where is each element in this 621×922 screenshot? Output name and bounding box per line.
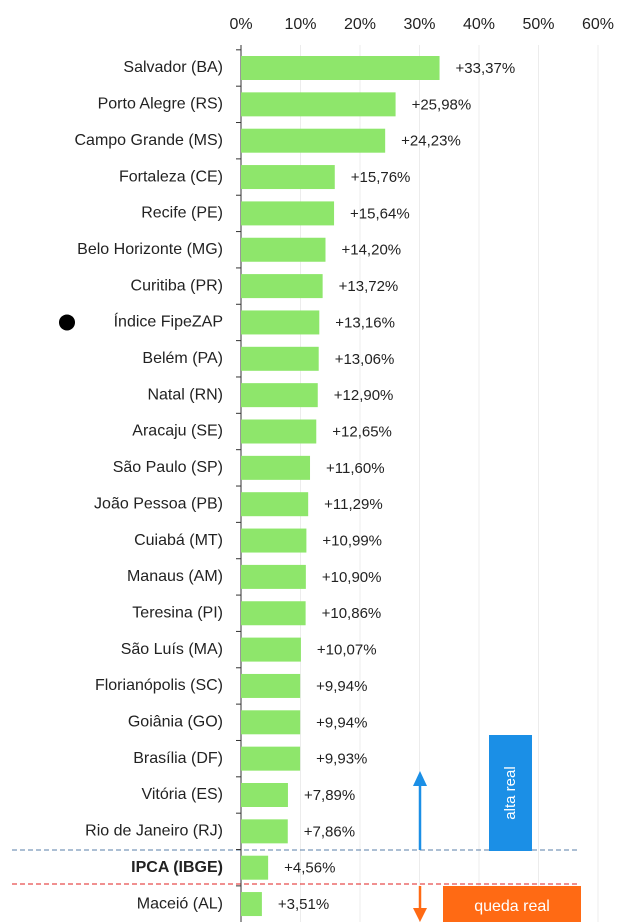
annotation: queda real	[474, 898, 550, 915]
y-tick-label: Porto Alegre (RS)	[98, 96, 223, 113]
bar	[241, 274, 323, 299]
value-label: +13,16%	[335, 314, 395, 331]
y-tick-label: Curitiba (PR)	[131, 277, 223, 294]
y-tick-label: Vitória (ES)	[141, 786, 223, 803]
bar	[241, 455, 311, 480]
y-tick-label: Aracaju (SE)	[132, 423, 223, 440]
x-tick-label: 0%	[229, 16, 252, 33]
y-tick-label: Maceió (AL)	[137, 895, 223, 912]
x-tick-label: 20%	[344, 16, 376, 33]
y-tick-label: Belo Horizonte (MG)	[77, 241, 223, 258]
y-tick-label: Goiânia (GO)	[128, 714, 223, 731]
y-tick-label: Natal (RN)	[147, 386, 223, 403]
bar	[241, 637, 301, 662]
y-tick-label: Rio de Janeiro (RJ)	[85, 823, 223, 840]
value-label: +9,93%	[316, 751, 367, 768]
value-label: +10,86%	[322, 605, 382, 622]
y-tick-label: IPCA (IBGE)	[131, 859, 223, 876]
value-label: +13,06%	[335, 351, 395, 368]
y-tick-label: São Luís (MA)	[121, 641, 223, 658]
bar	[241, 237, 326, 262]
value-label: +7,89%	[304, 787, 355, 804]
y-tick-label: Florianópolis (SC)	[95, 677, 223, 694]
bar	[241, 819, 288, 844]
bar	[241, 383, 318, 408]
y-tick-label: Índice FipeZAP	[114, 312, 223, 331]
value-label: +15,64%	[350, 205, 410, 222]
bar	[241, 201, 335, 226]
value-label: +12,90%	[334, 387, 394, 404]
value-label: +33,37%	[456, 60, 516, 77]
bar	[241, 492, 309, 517]
x-tick-label: 40%	[463, 16, 495, 33]
bar	[241, 346, 319, 371]
value-label: +13,72%	[339, 278, 399, 295]
value-label: +24,23%	[401, 133, 461, 150]
value-label: +9,94%	[316, 678, 367, 695]
bar	[241, 746, 301, 771]
bar	[241, 56, 440, 80]
value-label: +15,76%	[351, 169, 411, 186]
y-tick-label: Salvador (BA)	[123, 59, 223, 76]
legend-marker	[59, 314, 75, 331]
y-tick-label: Belém (PA)	[142, 350, 223, 367]
y-tick-label: Recife (PE)	[141, 205, 223, 222]
bar	[241, 165, 335, 190]
value-label: +10,99%	[322, 533, 382, 550]
y-tick-label: Fortaleza (CE)	[119, 168, 223, 185]
bar	[241, 528, 307, 553]
y-tick-label: Teresina (PI)	[132, 604, 223, 621]
bar	[241, 128, 386, 153]
x-tick-label: 50%	[522, 16, 554, 33]
bar	[241, 564, 306, 589]
bar	[241, 92, 396, 117]
value-label: +11,60%	[326, 460, 385, 477]
bar	[241, 892, 262, 917]
bar	[241, 419, 317, 444]
y-tick-label: João Pessoa (PB)	[94, 495, 223, 512]
annotation: alta real	[502, 766, 519, 819]
bar	[241, 783, 288, 807]
bar	[241, 310, 320, 335]
x-tick-label: 60%	[582, 16, 614, 33]
value-label: +10,07%	[317, 642, 377, 659]
value-label: +25,98%	[412, 96, 472, 113]
y-tick-label: São Paulo (SP)	[113, 459, 223, 476]
y-tick-label: Campo Grande (MS)	[75, 132, 224, 149]
bar	[241, 673, 301, 698]
y-tick-label: Cuiabá (MT)	[134, 532, 223, 549]
y-tick-label: Manaus (AM)	[127, 568, 223, 585]
value-label: +7,86%	[304, 823, 355, 840]
value-label: +11,29%	[324, 496, 383, 513]
x-tick-label: 10%	[284, 16, 316, 33]
value-label: +4,56%	[284, 860, 335, 877]
value-label: +10,90%	[322, 569, 382, 586]
down-arrow-head	[413, 908, 427, 922]
value-label: +14,20%	[341, 242, 401, 259]
bar	[241, 710, 301, 735]
bar	[241, 601, 306, 626]
bar	[241, 855, 269, 880]
value-label: +3,51%	[278, 896, 329, 913]
value-label: +9,94%	[316, 714, 367, 731]
alta-real-box	[489, 735, 532, 851]
value-label: +12,65%	[332, 423, 392, 440]
queda-real-box	[443, 886, 581, 922]
up-arrow-head	[413, 771, 427, 786]
x-tick-label: 30%	[403, 16, 435, 33]
y-tick-label: Brasília (DF)	[133, 750, 223, 767]
